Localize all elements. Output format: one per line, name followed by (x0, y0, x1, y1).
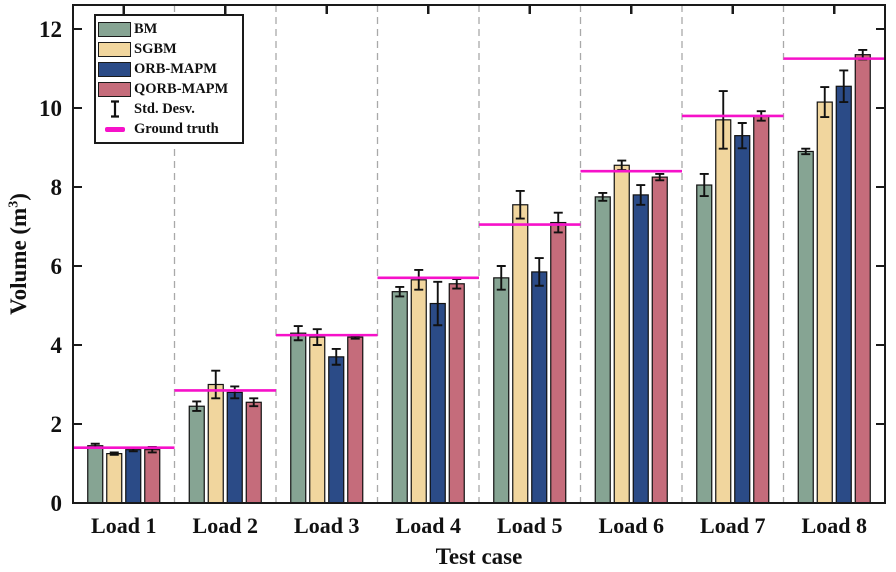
legend-swatch-qorb-mapm (98, 81, 131, 97)
bar-qorb-mapm-load-4 (448, 283, 465, 504)
x-axis-tick-label: Load 3 (294, 513, 359, 538)
error-bar-sgbm-load-5 (515, 190, 525, 220)
bar-sgbm-load-6 (613, 164, 630, 504)
bar-bm-load-1 (87, 445, 104, 504)
y-axis-tick-label: 2 (51, 412, 63, 437)
error-bar-bm-load-7 (699, 173, 709, 198)
legend-item-sgbm: SGBM (98, 39, 238, 59)
bar-orb-mapm-load-4 (429, 302, 446, 504)
error-bar-qorb-mapm-load-2 (249, 397, 259, 408)
bar-orb-mapm-load-2 (226, 391, 243, 504)
bar-sgbm-load-8 (816, 101, 833, 504)
error-bar-sgbm-load-3 (312, 328, 322, 346)
y-axis-tick-label: 4 (51, 333, 63, 358)
error-bar-orb-mapm-load-5 (534, 257, 544, 287)
bar-orb-mapm-load-1 (125, 449, 142, 504)
legend-label-bm: BM (134, 20, 158, 37)
error-bar-bm-load-8 (801, 147, 811, 156)
legend-swatch-orb-mapm (98, 61, 131, 77)
plot-frame (72, 4, 886, 504)
x-axis-tick-label: Load 7 (700, 513, 765, 538)
error-bar-orb-mapm-load-4 (433, 280, 443, 327)
std-deviation-errorbar-icon (98, 100, 131, 118)
error-bar-sgbm-load-7 (718, 90, 728, 150)
bar-bm-load-3 (290, 332, 307, 504)
bar-sgbm-load-3 (309, 336, 326, 504)
error-bar-sgbm-load-8 (820, 86, 830, 119)
legend-label-ground-truth: Ground truth (134, 120, 219, 137)
legend-item-ground-truth: Ground truth (98, 119, 238, 139)
bar-orb-mapm-load-7 (734, 135, 751, 504)
legend-label-std-desv: Std. Desv. (134, 100, 195, 117)
error-bar-sgbm-load-4 (414, 269, 424, 291)
y-axis-title-close: ) (6, 193, 31, 201)
legend-item-orb-mapm: ORB-MAPM (98, 59, 238, 79)
bar-qorb-mapm-load-3 (347, 336, 364, 504)
y-axis-tick-label: 12 (39, 17, 62, 42)
error-bar-orb-mapm-load-3 (331, 348, 341, 366)
error-bar-orb-mapm-load-6 (636, 184, 646, 206)
legend-item-bm: BM (98, 19, 238, 39)
y-axis-title-text: Volume (m (6, 207, 31, 315)
bar-bm-load-8 (797, 150, 814, 504)
legend-label-qorb-mapm: QORB-MAPM (134, 80, 229, 97)
bar-qorb-mapm-load-2 (245, 401, 262, 504)
error-bar-bm-load-4 (395, 285, 405, 298)
ground-truth-line-swatch (104, 126, 125, 132)
y-axis-tick-label: 10 (39, 96, 62, 121)
bar-orb-mapm-load-3 (328, 356, 345, 504)
x-axis-title: Test case (435, 544, 523, 569)
bar-sgbm-load-2 (207, 383, 224, 504)
y-axis-title-superscript: 3 (6, 200, 22, 208)
error-bar-orb-mapm-load-7 (737, 122, 747, 150)
ground-truth-line-icon (98, 120, 131, 138)
bar-bm-load-7 (696, 184, 713, 504)
error-bar-qorb-mapm-load-6 (655, 173, 665, 182)
legend-swatch-bm (98, 21, 131, 37)
bar-qorb-mapm-load-6 (651, 176, 668, 504)
error-bar-sgbm-load-1 (109, 451, 119, 456)
bar-bm-load-2 (188, 405, 205, 504)
error-bar-bm-load-6 (598, 191, 608, 202)
bar-qorb-mapm-load-7 (753, 115, 770, 504)
x-axis-tick-label: Load 1 (91, 513, 156, 538)
bar-sgbm-load-7 (715, 119, 732, 504)
x-axis-tick-label: Load 6 (599, 513, 664, 538)
x-axis-tick-label: Load 8 (802, 513, 867, 538)
bar-bm-load-6 (594, 196, 611, 504)
bar-orb-mapm-load-5 (531, 271, 548, 504)
y-axis-title: Volume (m3) (6, 193, 32, 315)
bar-sgbm-load-4 (410, 279, 427, 504)
error-bar-orb-mapm-load-8 (839, 69, 849, 104)
bar-sgbm-load-5 (512, 204, 529, 504)
bar-bm-load-4 (391, 291, 408, 504)
error-bar-qorb-mapm-load-5 (553, 211, 563, 234)
bar-qorb-mapm-load-8 (854, 54, 871, 504)
error-bar-bm-load-2 (192, 400, 202, 412)
y-axis-tick-label: 8 (51, 175, 63, 200)
y-axis-tick-label: 6 (51, 254, 63, 279)
error-bar-bm-load-5 (496, 265, 506, 291)
error-bar-bm-load-3 (293, 325, 303, 342)
bar-bm-load-5 (493, 277, 510, 504)
bar-sgbm-load-1 (106, 453, 123, 504)
legend: BM SGBM ORB-MAPM QORB-MAPM Std. Desv. Ground … (94, 14, 244, 144)
x-axis-tick-label: Load 4 (396, 513, 461, 538)
error-bar-orb-mapm-load-2 (230, 385, 240, 400)
legend-item-std-desv: Std. Desv. (98, 99, 238, 119)
bar-orb-mapm-load-6 (632, 194, 649, 504)
bar-qorb-mapm-load-1 (144, 449, 161, 504)
x-axis-tick-label: Load 5 (497, 513, 562, 538)
legend-item-qorb-mapm: QORB-MAPM (98, 79, 238, 99)
bar-qorb-mapm-load-5 (550, 221, 567, 504)
legend-label-sgbm: SGBM (134, 40, 177, 57)
legend-swatch-sgbm (98, 41, 131, 57)
error-bar-sgbm-load-2 (211, 369, 221, 400)
x-axis-tick-label: Load 2 (193, 513, 258, 538)
bar-orb-mapm-load-8 (835, 85, 852, 504)
y-axis-tick-label: 0 (51, 491, 63, 516)
legend-label-orb-mapm: ORB-MAPM (134, 60, 217, 77)
